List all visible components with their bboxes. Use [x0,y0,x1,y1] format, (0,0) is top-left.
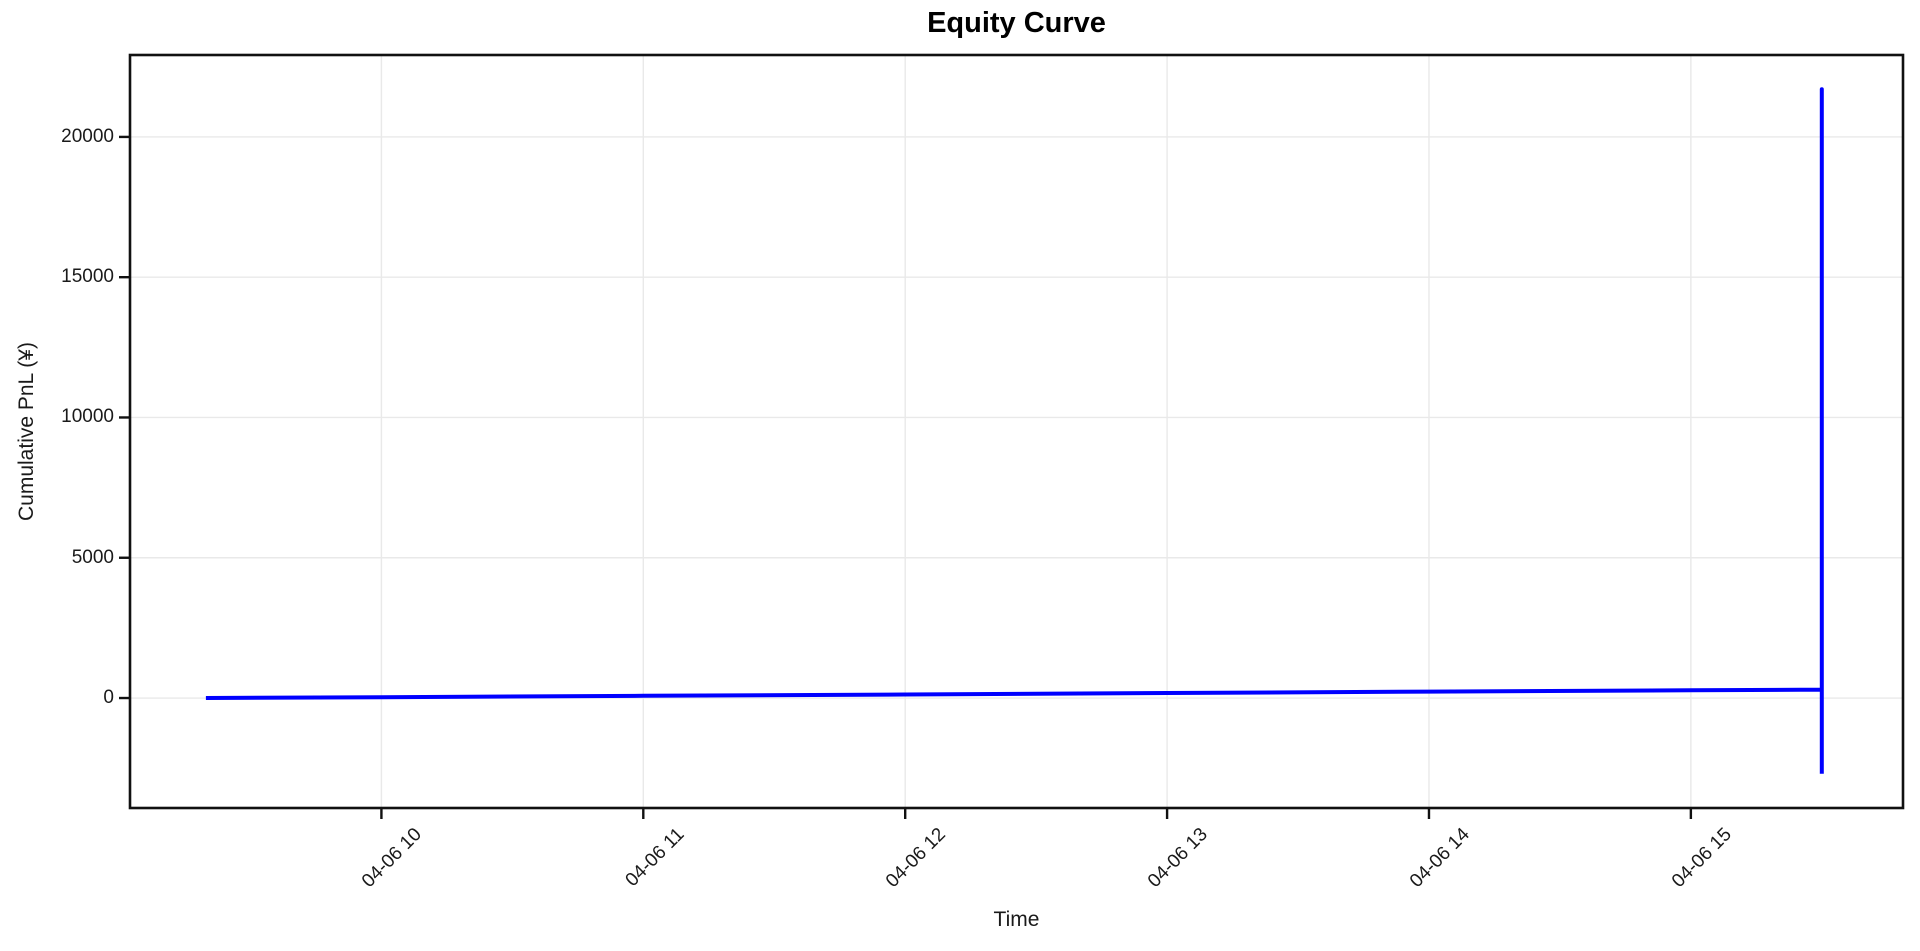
y-tick-label: 15000 [61,266,114,288]
y-tick-label: 0 [103,687,114,709]
axes-frame [128,53,1905,810]
y-tick-label: 10000 [61,406,114,428]
y-tick-label: 5000 [71,546,114,568]
y-tick-label: 20000 [61,125,114,147]
x-axis-label: Time [993,908,1040,931]
equity-line [205,87,1824,774]
chart-title: Equity Curve [927,7,1106,39]
